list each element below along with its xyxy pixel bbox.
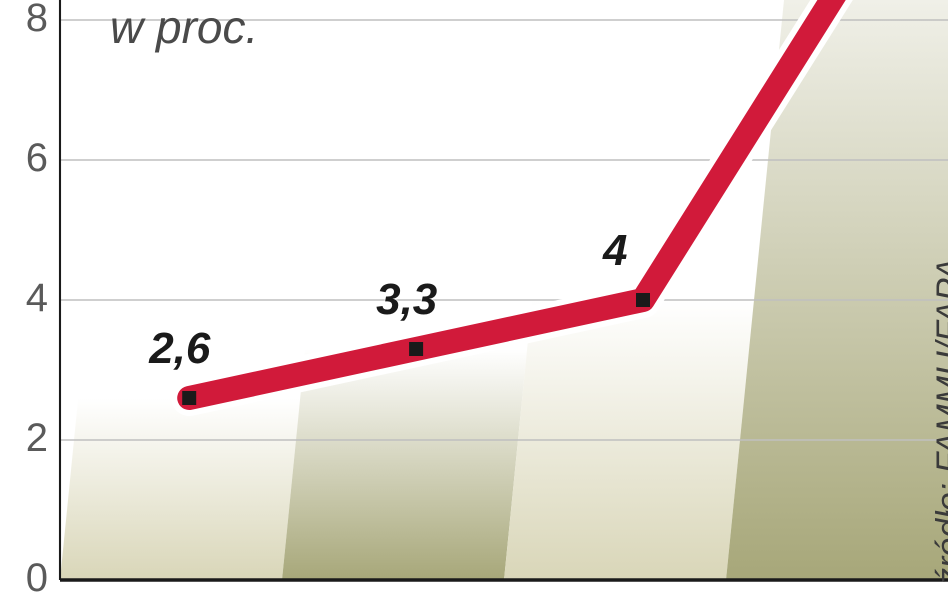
series-marker [182,391,196,405]
source-credit: źródło: FAMMU/FAPA [930,258,948,585]
ytick-label: 8 [0,0,48,41]
series-marker [636,293,650,307]
chart-svg [0,0,948,593]
ytick-label: 6 [0,136,48,181]
ytick-label: 0 [0,556,48,593]
ytick-label: 4 [0,276,48,321]
subtitle: w proc. [110,0,258,54]
point-label: 2,6 [149,324,210,374]
point-label: 3,3 [376,275,437,325]
ytick-label: 2 [0,416,48,461]
chart-container: w proc. 0 2 4 6 8 2,6 3,3 4 źródło: FAMMU/FAPA [0,0,948,593]
series-marker [409,342,423,356]
bar-0 [60,398,300,580]
point-label: 4 [603,226,627,276]
